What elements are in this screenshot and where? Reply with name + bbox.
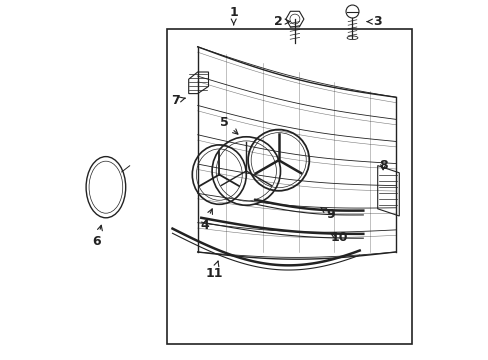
Text: 10: 10	[329, 231, 347, 244]
Text: 4: 4	[200, 209, 212, 231]
Text: 1: 1	[229, 6, 238, 25]
Bar	[167, 29, 411, 344]
Text: 3: 3	[366, 15, 381, 28]
Text: 8: 8	[378, 159, 386, 172]
Text: 9: 9	[320, 208, 335, 221]
Text: 2: 2	[274, 15, 289, 28]
Text: 5: 5	[220, 116, 237, 134]
Text: 6: 6	[92, 225, 102, 248]
Text: 11: 11	[205, 261, 222, 280]
Text: 7: 7	[170, 94, 185, 107]
